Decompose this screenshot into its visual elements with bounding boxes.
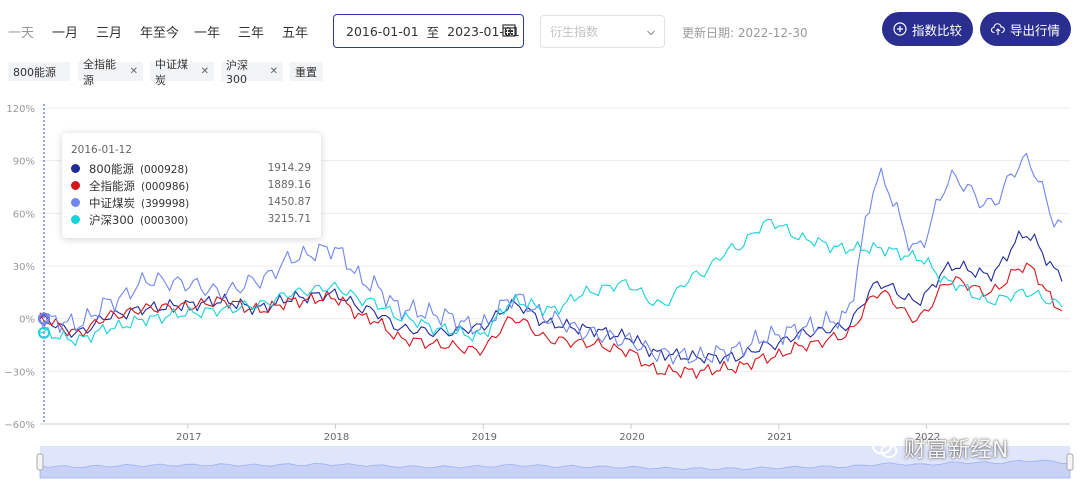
chart-axes: 120% 90% 60% 30% 0% −30% −60% 2017 2018 2019 2020 2… <box>4 104 1070 443</box>
series-color-dot <box>71 164 80 173</box>
series-line <box>39 218 1063 347</box>
date-range-input[interactable]: 2016-01-01 至 2023-01-01 <box>333 14 524 48</box>
tooltip-row: 沪深300 (000300) 3215.71 <box>71 212 311 227</box>
tag-csi-coal[interactable]: 中证煤炭 ✕ <box>150 58 214 87</box>
tooltip-series-value: 1450.87 <box>267 196 311 208</box>
y-tick-label: −30% <box>4 367 35 378</box>
date-end: 2023-01-01 <box>447 23 520 39</box>
range-1y-button[interactable]: 一年 <box>194 26 221 41</box>
export-quotes-button[interactable]: 导出行情 <box>980 12 1071 46</box>
plus-circle-icon <box>893 22 907 36</box>
range-ytd-button[interactable]: 年至今 <box>140 26 180 41</box>
range-3y-button[interactable]: 三年 <box>238 26 265 41</box>
derived-index-placeholder: 衍生指数 <box>550 25 599 39</box>
navigator-area <box>39 459 1071 479</box>
derived-index-select[interactable]: 衍生指数 <box>540 15 665 48</box>
updated-date: 更新日期: 2022-12-30 <box>682 26 808 40</box>
series-line <box>39 262 1063 379</box>
watermark: 财富新经N <box>872 432 1008 464</box>
tooltip-series-name: 800能源 <box>89 162 134 176</box>
hover-marker <box>38 326 50 339</box>
x-tick-label: 2021 <box>767 432 792 443</box>
tag-csi300[interactable]: 沪深300 ✕ <box>221 59 283 86</box>
chevron-down-icon <box>647 30 655 36</box>
wechat-icon <box>872 437 898 458</box>
tag-all-energy[interactable]: 全指能源 ✕ <box>78 58 143 87</box>
tooltip-series-code: (000928) <box>139 164 189 176</box>
tag-800-energy[interactable]: 800能源 <box>8 62 70 81</box>
index-compare-button[interactable]: 指数比较 <box>882 12 973 46</box>
series-line <box>39 152 1063 365</box>
y-tick-label: −60% <box>4 420 35 431</box>
tooltip-series-name: 中证煤炭 <box>89 196 135 210</box>
export-quotes-label: 导出行情 <box>1009 22 1060 38</box>
tooltip-series-value: 1914.29 <box>267 162 311 174</box>
tag-label: 全指能源 <box>83 57 116 87</box>
series-color-dot <box>71 215 80 224</box>
range-navigator <box>36 446 1074 479</box>
chart-grid <box>40 107 1070 425</box>
close-icon[interactable]: ✕ <box>269 66 278 77</box>
tooltip-series-name: 全指能源 <box>89 179 135 193</box>
index-compare-label: 指数比较 <box>911 22 962 38</box>
x-tick-label: 2019 <box>472 432 497 443</box>
toolbar: 一天 一月 三月 年至今 一年 三年 五年 2016-01-01 至 2023-… <box>0 0 1080 56</box>
tooltip-row: 全指能源 (000986) 1889.16 <box>71 178 311 193</box>
navigator-handle-left <box>36 453 44 471</box>
x-tick-label: 2017 <box>176 432 201 443</box>
tag-label: 沪深300 <box>226 59 248 86</box>
y-tick-label: 0% <box>19 315 35 326</box>
range-1m-button[interactable]: 一月 <box>52 26 79 41</box>
tooltip-date: 2016-01-12 <box>71 144 133 156</box>
tooltip-series-value: 1889.16 <box>267 179 311 191</box>
selected-index-tags: 800能源 全指能源 ✕ 中证煤炭 ✕ 沪深300 ✕ 重置 <box>0 58 1080 87</box>
tooltip-series-code: (000986) <box>141 181 190 193</box>
hover-marker <box>38 312 50 325</box>
tooltip-series-code: (000300) <box>139 215 189 227</box>
watermark-text: 财富新经N <box>904 438 1009 463</box>
range-5y-button[interactable]: 五年 <box>282 26 309 41</box>
series-color-dot <box>71 181 80 190</box>
close-icon[interactable]: ✕ <box>129 66 138 77</box>
chart-tooltip: 2016-01-12 800能源 (000928) 1914.29 全指能源 (00… <box>62 133 321 238</box>
calendar-icon[interactable] <box>502 23 516 37</box>
range-3m-button[interactable]: 三月 <box>96 26 123 41</box>
tooltip-row: 中证煤炭 (399998) 1450.87 <box>71 195 311 210</box>
y-tick-label: 60% <box>13 209 35 220</box>
cloud-upload-icon <box>990 23 1005 35</box>
x-tick-label: 2022 <box>915 432 940 443</box>
y-tick-label: 30% <box>13 262 35 273</box>
series-line <box>39 230 1063 365</box>
navigator-handle-right <box>1066 453 1074 471</box>
chart-series <box>38 152 1063 379</box>
tag-label: 中证煤炭 <box>155 57 188 87</box>
x-tick-label: 2020 <box>619 432 644 443</box>
tooltip-row: 800能源 (000928) 1914.29 <box>71 161 311 176</box>
tooltip-series-value: 3215.71 <box>267 213 311 225</box>
reset-label: 重置 <box>295 65 317 79</box>
tooltip-series-code: (399998) <box>141 198 190 210</box>
y-tick-label: 90% <box>13 157 35 168</box>
line-chart[interactable]: 120% 90% 60% 30% 0% −30% −60% 2017 2018 2019 2020 2… <box>0 98 1080 496</box>
date-start: 2016-01-01 <box>346 23 419 39</box>
range-1d-button[interactable]: 一天 <box>8 26 35 41</box>
close-icon[interactable]: ✕ <box>200 66 209 77</box>
series-color-dot <box>71 198 80 207</box>
tag-label: 800能源 <box>13 65 56 79</box>
x-tick-label: 2018 <box>324 432 349 443</box>
date-separator: 至 <box>426 24 440 40</box>
y-tick-label: 120% <box>6 104 35 115</box>
tooltip-series-name: 沪深300 <box>89 213 134 227</box>
reset-button[interactable]: 重置 <box>290 62 323 81</box>
